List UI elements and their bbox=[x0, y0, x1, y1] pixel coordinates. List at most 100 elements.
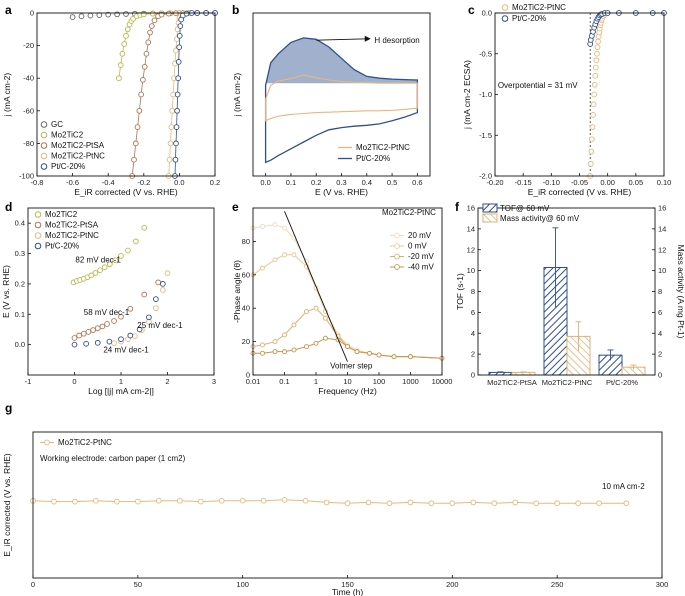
e-ylabel: -Phase angle (θ) bbox=[232, 260, 242, 323]
e-series-point bbox=[376, 352, 382, 358]
e-xtick-label: 1 bbox=[314, 377, 318, 386]
e-series-line-3 bbox=[253, 337, 443, 359]
c-ytick-label: -2.0 bbox=[479, 172, 492, 181]
d-series-point bbox=[133, 238, 139, 245]
g-series-point bbox=[575, 500, 581, 507]
a-ytick-label: -80 bbox=[23, 139, 34, 148]
a-legend-2-marker bbox=[40, 142, 48, 149]
d-series-point bbox=[92, 270, 99, 276]
d-xtick-label: 0 bbox=[72, 377, 76, 386]
panel-g-letter: g bbox=[5, 401, 12, 415]
e-legend-2-label: -20 mV bbox=[408, 252, 434, 261]
d-series-point bbox=[85, 329, 92, 335]
f-ytick-right-label: 14 bbox=[658, 224, 666, 233]
f-ylabel-left: TOF (s-1) bbox=[455, 273, 465, 310]
e-legend-3-label: -40 mV bbox=[408, 263, 434, 272]
a-series-point bbox=[141, 63, 148, 70]
g-xtick-label: 200 bbox=[446, 580, 459, 589]
c-xtick-label: -0.10 bbox=[543, 178, 560, 187]
a-series-point bbox=[151, 17, 158, 24]
c-xtick-label: 0.00 bbox=[600, 178, 615, 187]
panel-f-letter: f bbox=[455, 200, 460, 214]
g-series-point bbox=[323, 499, 330, 506]
e-xtick-label: 1000 bbox=[402, 377, 419, 386]
a-series-point bbox=[124, 26, 131, 33]
a-ytick-label: -100 bbox=[19, 172, 34, 181]
c-series-ptnc-point bbox=[593, 57, 600, 64]
f-ytick-right-label: 6 bbox=[658, 308, 662, 317]
e-series-point bbox=[272, 339, 278, 345]
g-series-point bbox=[428, 500, 435, 507]
c-series-ptnc-point bbox=[591, 91, 597, 98]
d-ytick-label: 0.4 bbox=[15, 219, 25, 228]
a-series-point bbox=[123, 32, 129, 39]
f-ylabel-right: Mass activity (A mg Pt-1) bbox=[676, 245, 685, 339]
c-ytick-label: -1.0 bbox=[479, 90, 492, 99]
b-xtick-label: 0.2 bbox=[311, 178, 321, 187]
d-series-point bbox=[125, 247, 131, 254]
d-ytick-label: 0.2 bbox=[15, 279, 25, 288]
e-series-point bbox=[291, 252, 297, 258]
d-slope-label-2: 24 mV dec-1 bbox=[103, 346, 149, 355]
g-series-point bbox=[449, 500, 456, 507]
a-series-point bbox=[145, 39, 152, 46]
d-series-point bbox=[104, 321, 110, 327]
d-series-point bbox=[90, 327, 96, 333]
a-series-point bbox=[165, 10, 172, 17]
a-legend-1-marker bbox=[40, 131, 48, 139]
e-series-point bbox=[323, 335, 328, 341]
d-series-point bbox=[118, 253, 124, 259]
g-series-point bbox=[344, 500, 351, 507]
f-ytick-label: 14 bbox=[467, 224, 475, 233]
f-ytick-label: 0 bbox=[471, 371, 475, 380]
a-series-point bbox=[176, 32, 183, 39]
e-legend-3-marker bbox=[394, 264, 400, 270]
e-legend-0-label: 20 mV bbox=[408, 231, 432, 240]
a-series-point bbox=[149, 10, 156, 17]
a-xtick-label: -0.4 bbox=[102, 178, 115, 187]
e-xtick-label: 0.1 bbox=[279, 377, 289, 386]
e-series-point bbox=[408, 354, 413, 360]
f-ytick-right-label: 16 bbox=[658, 204, 666, 213]
g-series-point bbox=[239, 497, 246, 504]
a-series-point bbox=[123, 11, 129, 17]
a-series-point bbox=[168, 124, 175, 130]
c-series-ptnc-point bbox=[589, 124, 596, 130]
f-legend-mass-swatch bbox=[482, 213, 498, 223]
a-ytick-label: -60 bbox=[23, 106, 34, 115]
a-ytick-label: -40 bbox=[23, 74, 34, 83]
b-h-desorption-area bbox=[265, 37, 418, 86]
d-series-point bbox=[132, 333, 138, 339]
a-series-point bbox=[140, 76, 146, 83]
g-legend-0-label: Mo2TiC2-PtNC bbox=[58, 438, 112, 447]
g-series-point bbox=[386, 500, 393, 507]
d-legend-0-marker bbox=[34, 211, 42, 218]
b-legend-1-label: Pt/C-20% bbox=[356, 154, 390, 163]
d-series-point bbox=[146, 314, 152, 321]
e-xtick-label: 100 bbox=[373, 377, 386, 386]
d-series-point bbox=[141, 224, 148, 231]
e-series-point bbox=[272, 349, 278, 355]
g-series-point bbox=[72, 498, 78, 505]
c-series-ptnc-point bbox=[588, 148, 595, 155]
d-legend-1-label: Mo2TiC2-PtSA bbox=[45, 221, 99, 230]
d-series-point bbox=[111, 318, 117, 324]
f-legend-tof-label: TOF@ 60 mV bbox=[500, 204, 550, 213]
a-series-point bbox=[166, 156, 173, 163]
c-xlabel: E_iR corrected (V vs. RHE) bbox=[528, 187, 632, 197]
g-series-point bbox=[114, 498, 120, 505]
c-xtick-label: -0.15 bbox=[515, 178, 532, 187]
f-category-label: Mo2TiC2-PtNC bbox=[542, 378, 593, 387]
e-series-point bbox=[345, 344, 350, 350]
a-legend-0-marker bbox=[40, 121, 48, 128]
e-xlabel: Frequency (Hz) bbox=[318, 386, 377, 396]
a-series-point bbox=[172, 156, 179, 163]
e-ytick-label: 60 bbox=[242, 270, 250, 279]
g-series-point bbox=[302, 497, 309, 504]
d-xlabel: Log [|j| mA cm-2|] bbox=[88, 386, 154, 396]
a-series-point bbox=[143, 50, 150, 57]
a-xtick-label: -0.2 bbox=[137, 178, 150, 187]
d-legend-2-label: Mo2TiC2-PtNC bbox=[45, 231, 99, 240]
b-xtick-label: 0.3 bbox=[336, 178, 346, 187]
a-xtick-label: -0.6 bbox=[66, 178, 79, 187]
